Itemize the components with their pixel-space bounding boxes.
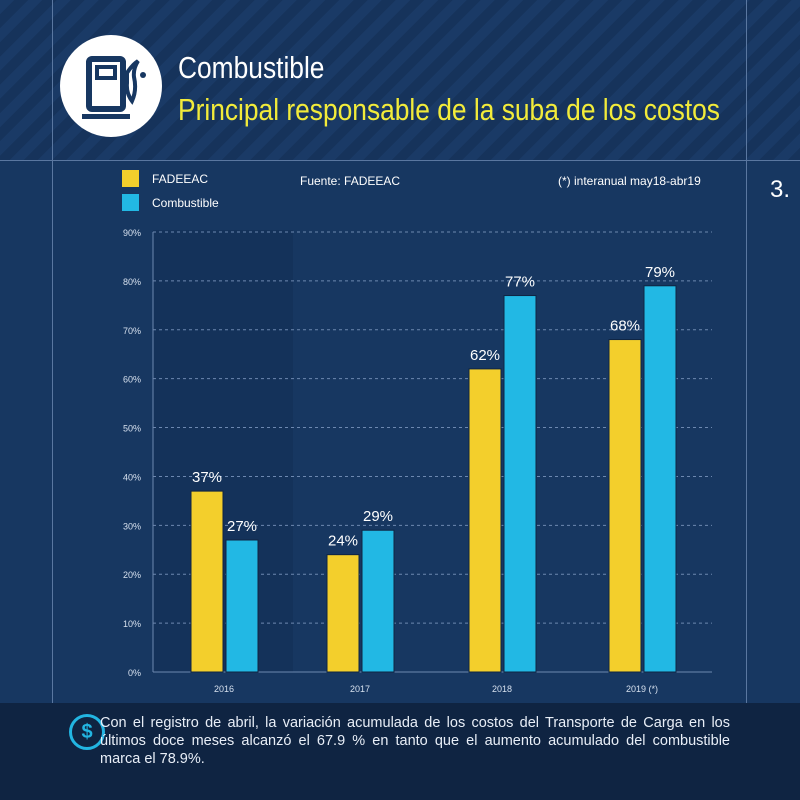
y-tick-label: 90% [123,228,141,238]
data-label: 27% [227,518,257,535]
data-label: 37% [192,469,222,486]
bar-fadeeac [190,490,224,673]
x-tick-label: 2016 [214,684,234,694]
y-tick-label: 0% [128,668,141,678]
data-label: 77% [505,274,535,291]
y-tick-label: 60% [123,375,141,385]
dollar-icon: $ [69,714,105,750]
bar-fadeeac [468,368,502,673]
y-tick-label: 10% [123,619,141,629]
legend-label: FADEEAC [152,171,209,186]
divider [746,0,747,800]
bar-fadeeac [326,554,360,673]
footer-text: Con el registro de abril, la variación a… [100,715,730,767]
legend-label: Combustible [152,195,219,210]
bar-combustible [361,529,395,673]
bar-chart: 0% 10% 20% 30% 40% 50% 60% 70% 80% 90% 37% 27% 2016 2… [123,228,712,694]
divider [0,160,800,161]
legend-item-fadeeac: FADEEAC [122,170,208,187]
bar-combustible [503,295,537,673]
data-label: 62% [470,347,500,364]
y-tick-label: 70% [123,326,141,336]
bar-combustible [643,285,677,673]
page-subtitle: Principal responsable de la suba de los … [178,92,720,127]
data-label: 29% [363,508,393,525]
fuel-pump-icon [60,35,162,137]
source-note: Fuente: FADEEAC [300,174,401,188]
x-tick-label: 2019 (*) [626,684,658,694]
y-tick-label: 30% [123,521,141,531]
bar-combustible [225,539,259,673]
y-tick-label: 50% [123,424,141,434]
page-title: Combustible [178,50,325,85]
footer-panel [0,703,800,800]
legend-item-combustible: Combustible [122,194,219,211]
data-label: 24% [328,533,358,550]
divider [52,0,53,800]
legend-swatch [122,170,139,187]
y-tick-label: 40% [123,472,141,482]
legend-swatch [122,194,139,211]
footnote: (*) interanual may18-abr19 [558,174,701,188]
x-tick-label: 2017 [350,684,370,694]
data-label: 68% [610,318,640,335]
data-label: 79% [645,264,675,281]
page-number: 3. [770,176,791,203]
x-tick-label: 2018 [492,684,512,694]
y-tick-label: 20% [123,570,141,580]
y-tick-label: 80% [123,277,141,287]
bar-fadeeac [608,339,642,673]
